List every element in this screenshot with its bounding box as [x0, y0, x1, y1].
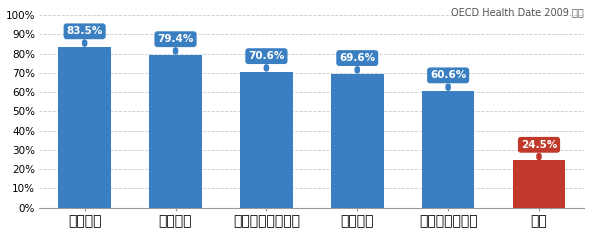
- Bar: [58, 47, 111, 208]
- Bar: [513, 160, 565, 208]
- Text: 79.4%: 79.4%: [158, 34, 194, 52]
- Text: OECD Health Date 2009 より: OECD Health Date 2009 より: [451, 7, 584, 17]
- Bar: [240, 72, 293, 208]
- Text: 70.6%: 70.6%: [248, 51, 284, 69]
- Text: 24.5%: 24.5%: [521, 140, 557, 158]
- Bar: [149, 55, 202, 208]
- Text: 60.6%: 60.6%: [430, 70, 466, 88]
- Bar: [331, 74, 384, 208]
- Bar: [422, 91, 474, 208]
- Text: 69.6%: 69.6%: [339, 53, 375, 71]
- Text: 83.5%: 83.5%: [67, 26, 103, 44]
